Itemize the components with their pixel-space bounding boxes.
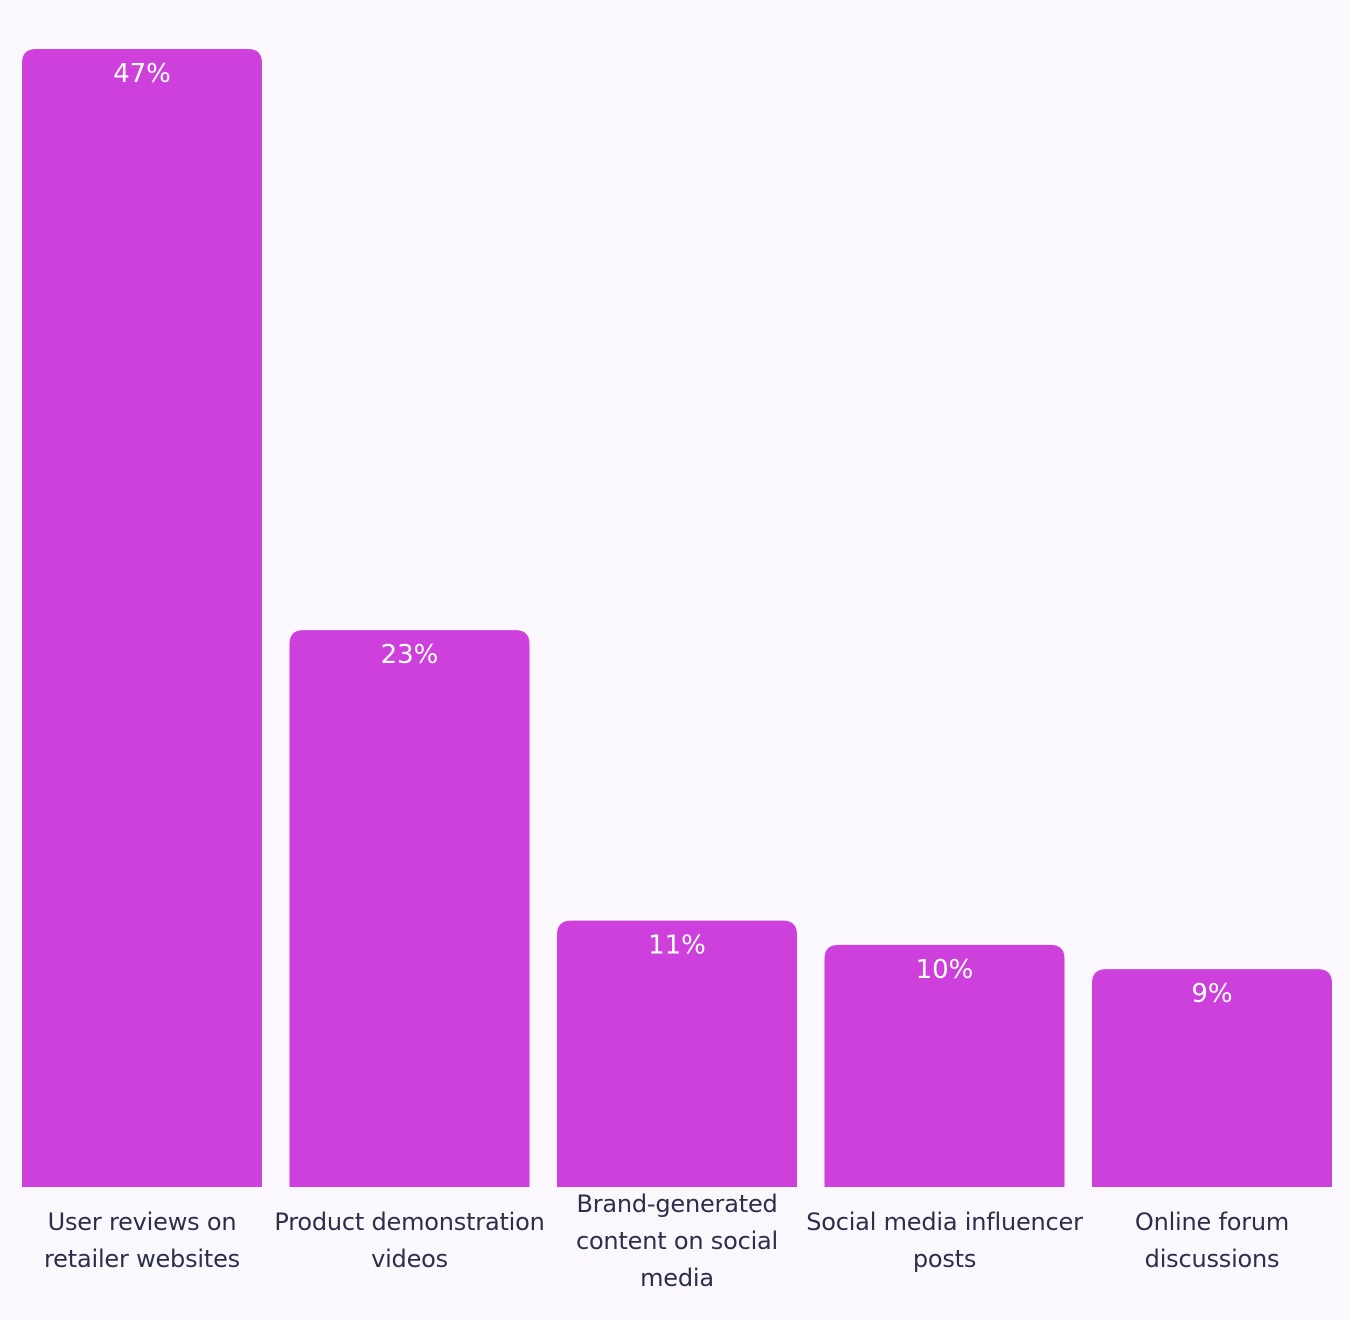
bar-value-label-3: 11% [648, 931, 706, 961]
bar-2 [289, 630, 530, 1187]
category-label-1: User reviews on retailer websites [44, 1208, 240, 1273]
category-label-3: Brand-generated content on social media [575, 1189, 779, 1292]
bar-5 [1092, 969, 1332, 1187]
bar-3 [557, 920, 797, 1187]
bar-4 [824, 944, 1065, 1187]
category-label-4: Social media influencer posts [806, 1208, 1083, 1273]
bar-1 [22, 49, 262, 1187]
bar-value-label-5: 9% [1191, 979, 1232, 1009]
bar-value-label-4: 10% [916, 955, 974, 985]
category-label-2: Product demonstration videos [274, 1208, 545, 1273]
category-label-5: Online forum discussions [1134, 1208, 1290, 1273]
bar-value-label-2: 23% [381, 640, 439, 670]
bar-value-label-1: 47% [113, 59, 171, 89]
